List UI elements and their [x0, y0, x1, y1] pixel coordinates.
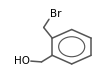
Text: HO: HO: [14, 56, 30, 66]
Text: Br: Br: [50, 9, 62, 19]
